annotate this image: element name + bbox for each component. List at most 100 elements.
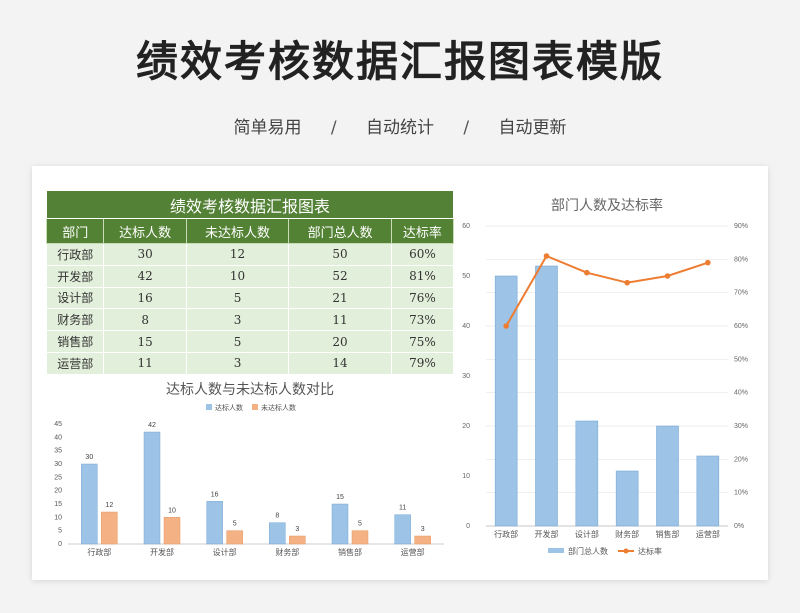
legend-label-2: 达标率 — [638, 546, 662, 556]
table-cell: 开发部 — [45, 264, 105, 288]
rate-point — [664, 273, 671, 279]
rate-point — [503, 323, 509, 329]
table-body: 行政部 30 12 50 60% 开发部 42 10 52 81% 设计部 16 5 21 76% 财务部 8 3… — [45, 243, 455, 375]
x-tick-label: 行政部 — [494, 529, 518, 539]
y-tick-label: 0 — [466, 523, 470, 530]
table-cell: 8 — [103, 308, 187, 332]
chart-title: 达标人数与未达标人数对比 — [166, 382, 334, 398]
data-label: 5 — [358, 521, 362, 528]
y-tick-label: 30 — [54, 461, 62, 468]
data-label: 15 — [336, 494, 344, 501]
legend-label-1: 达标人数 — [215, 403, 243, 412]
table-cell: 52 — [288, 264, 392, 288]
table-cell: 12 — [185, 243, 290, 266]
table-cell: 50 — [288, 243, 392, 266]
y-tick-label: 45 — [54, 421, 62, 428]
x-tick-label: 行政部 — [87, 547, 111, 557]
table-cell: 76% — [390, 286, 455, 310]
x-tick-label: 运营部 — [696, 529, 720, 539]
x-tick-label: 设计部 — [575, 529, 599, 539]
page-title: 绩效考核数据汇报图表模版 — [135, 37, 664, 86]
bar — [206, 501, 223, 545]
bar — [163, 517, 181, 545]
y-tick-label: 40 — [54, 434, 62, 441]
bar — [696, 455, 720, 527]
data-label: 42 — [148, 422, 156, 429]
bar — [331, 503, 349, 545]
table-row: 开发部 42 10 52 81% — [45, 264, 455, 288]
legend-swatch-2 — [252, 404, 258, 410]
data-label: 3 — [421, 526, 425, 533]
data-label: 10 — [168, 507, 176, 514]
data-label: 8 — [275, 513, 279, 520]
legend-label-2: 未达标人数 — [261, 403, 296, 412]
subtitle-sep-2: / — [463, 118, 470, 138]
rate-point — [543, 253, 550, 259]
data-label: 12 — [105, 502, 113, 509]
table-row: 设计部 16 5 21 76% — [45, 286, 455, 310]
data-label: 30 — [85, 454, 93, 461]
table-cell: 75% — [390, 330, 455, 353]
y-tick-label: 15 — [54, 501, 62, 508]
y2-tick-label: 0% — [734, 523, 744, 530]
rate-point — [584, 269, 590, 276]
table-cell: 20 — [288, 330, 392, 353]
data-label: 11 — [399, 505, 406, 512]
bar — [535, 265, 558, 527]
chart-title: 部门人数及达标率 — [551, 197, 663, 214]
data-table: 绩效考核数据汇报图表 部门 达标人数 未达标人数 部门总人数 达标率 行政部 30 12 50… — [45, 190, 455, 375]
y-tick-label: 20 — [54, 488, 62, 495]
table-cell: 42 — [103, 264, 187, 288]
legend-label-1: 部门总人数 — [568, 546, 608, 556]
table-cell: 11 — [103, 351, 187, 375]
y2-tick-label: 40% — [734, 390, 748, 397]
subtitle-sep-1: / — [330, 118, 337, 138]
y-tick-label: 10 — [54, 514, 62, 521]
y-tick-label: 40 — [462, 323, 470, 330]
bar — [81, 463, 98, 545]
y-tick-label: 25 — [54, 474, 62, 481]
table-cell: 81% — [390, 264, 455, 288]
bar — [226, 530, 243, 545]
rate-point — [624, 279, 630, 286]
table-cell: 10 — [185, 264, 290, 288]
table-row: 财务部 8 3 11 73% — [45, 308, 455, 332]
table-cell: 16 — [103, 286, 187, 310]
x-tick-label: 销售部 — [656, 529, 680, 539]
y2-tick-label: 10% — [734, 490, 748, 497]
table-cell: 运营部 — [45, 351, 105, 375]
y-tick-label: 30 — [462, 373, 470, 380]
page-subtitle: 简单易用 / 自动统计 / 自动更新 — [0, 113, 800, 138]
table-cell: 11 — [288, 308, 392, 332]
table-row: 行政部 30 12 50 60% — [45, 243, 455, 266]
table-cell: 21 — [288, 286, 392, 310]
y2-tick-label: 90% — [734, 223, 748, 230]
x-tick-label: 运营部 — [401, 547, 425, 557]
table-cell: 行政部 — [45, 243, 105, 266]
y-tick-label: 60 — [462, 223, 470, 230]
table-cell: 60% — [390, 243, 455, 266]
bar — [394, 514, 411, 545]
bar — [615, 470, 639, 527]
table-cell: 30 — [103, 243, 187, 266]
table-header-cell: 达标率 — [390, 218, 455, 244]
bar — [656, 425, 679, 527]
subtitle-item-1: 简单易用 — [233, 118, 302, 138]
rate-point — [705, 259, 711, 266]
table-cell: 73% — [390, 308, 455, 332]
bar — [269, 522, 286, 545]
table-header-cell: 部门 — [45, 218, 105, 244]
report-card: 绩效考核数据汇报图表 部门 达标人数 未达标人数 部门总人数 达标率 行政部 30 12 50… — [32, 166, 768, 580]
bar — [289, 535, 306, 545]
table-cell: 设计部 — [45, 286, 105, 310]
rate-line — [505, 254, 709, 327]
bar — [143, 431, 161, 545]
y-tick-label: 5 — [58, 528, 62, 535]
table-title: 绩效考核数据汇报图表 — [46, 190, 454, 219]
legend-swatch-1 — [206, 404, 212, 410]
chart-dept-rate: 部门人数及达标率 0% 10% 20% 30% 40% 50% 60% 70% 80% 90% 0 10… — [462, 197, 748, 556]
y-tick-label: 0 — [58, 541, 62, 548]
y2-tick-label: 20% — [734, 456, 748, 463]
table-cell: 3 — [185, 308, 290, 332]
